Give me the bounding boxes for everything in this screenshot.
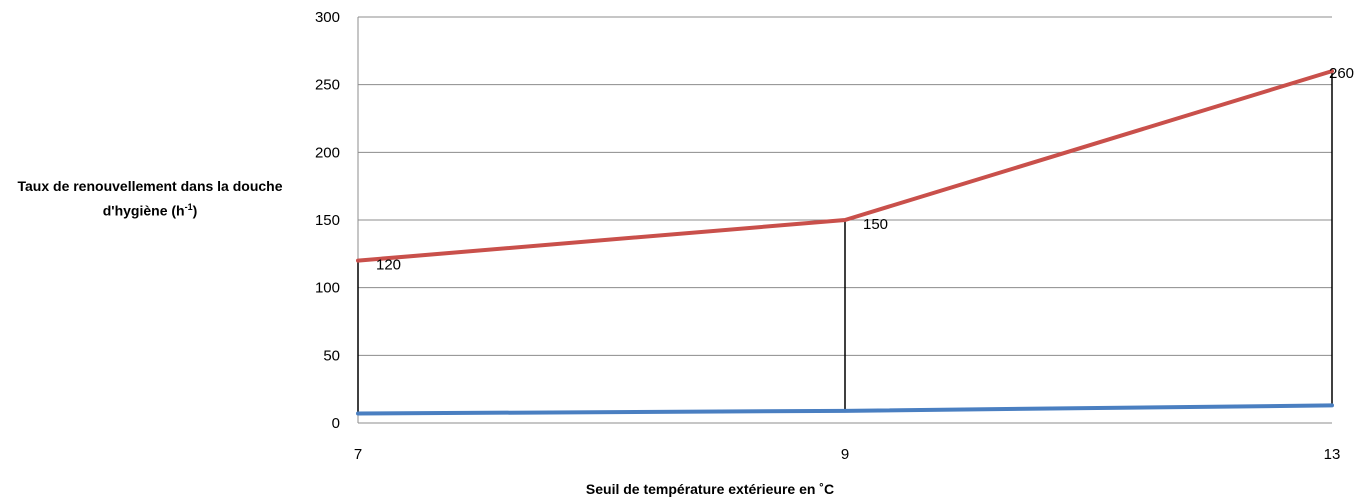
x-axis-title: Seuil de température extérieure en ˚C xyxy=(585,481,835,497)
x-tick-label: 13 xyxy=(1324,446,1341,463)
drop-lines xyxy=(357,71,1333,414)
x-tick-labels: 7 9 13 xyxy=(354,446,1341,463)
series-line-1 xyxy=(356,69,1334,263)
series-lines xyxy=(356,69,1334,416)
y-axis-title: Taux de renouvellement dans la douche d'… xyxy=(17,178,283,219)
data-label: 260 xyxy=(1329,65,1354,82)
data-label: 150 xyxy=(863,216,888,233)
y-tick-label: 150 xyxy=(315,212,340,229)
data-label: 120 xyxy=(376,257,401,274)
y-tick-label: 250 xyxy=(315,77,340,94)
y-tick-label: 200 xyxy=(315,144,340,161)
x-tick-label: 7 xyxy=(354,446,362,463)
y-tick-label: 300 xyxy=(315,9,340,26)
y-tick-label: 0 xyxy=(332,415,340,432)
x-tick-label: 9 xyxy=(841,446,849,463)
y-tick-label: 100 xyxy=(315,280,340,297)
data-labels: 120 150 260 xyxy=(376,65,1354,273)
y-tick-label: 50 xyxy=(323,347,340,364)
series-line-2 xyxy=(356,403,1334,416)
y-tick-labels: 0 50 100 150 200 250 300 xyxy=(315,9,340,432)
